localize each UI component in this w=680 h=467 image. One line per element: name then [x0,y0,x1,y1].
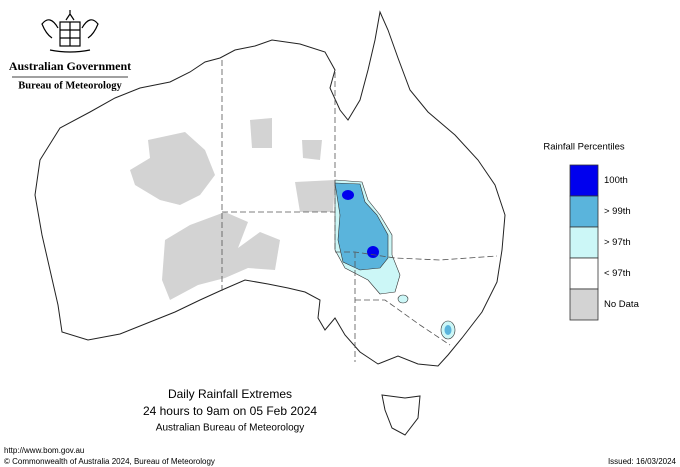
legend-label: < 97th [604,268,631,279]
legend-swatch [569,257,599,290]
area-99th [444,325,452,335]
legend-swatch [569,195,599,228]
legend-swatch [569,164,599,197]
legend-label: 100th [604,175,628,186]
map-period: 24 hours to 9am on 05 Feb 2024 [143,404,317,418]
gov-title: Australian Government [9,59,131,73]
tasmania [381,394,421,436]
legend-title: Rainfall Percentiles [543,142,625,153]
legend-swatch [569,226,599,259]
area-100th [367,246,379,258]
area-97th [397,294,409,304]
no-data-areas [130,118,335,300]
map-title: Daily Rainfall Extremes [168,387,292,401]
legend: 100th > 99th > 97th < 97th No Data [569,164,640,321]
agency-title: Bureau of Meteorology [18,80,122,91]
map-source: Australian Bureau of Meteorology [156,423,304,434]
legend-swatch [569,288,599,321]
state-borders [221,60,498,362]
legend-label: No Data [604,299,640,310]
crest [41,10,99,53]
issued: Issued: 16/03/2024 [608,457,677,466]
copyright: © Commonwealth of Australia 2024, Bureau… [4,457,215,466]
legend-label: > 99th [604,206,631,217]
legend-label: > 97th [604,237,631,248]
area-100th [342,190,354,200]
url[interactable]: http://www.bom.gov.au [4,446,84,455]
